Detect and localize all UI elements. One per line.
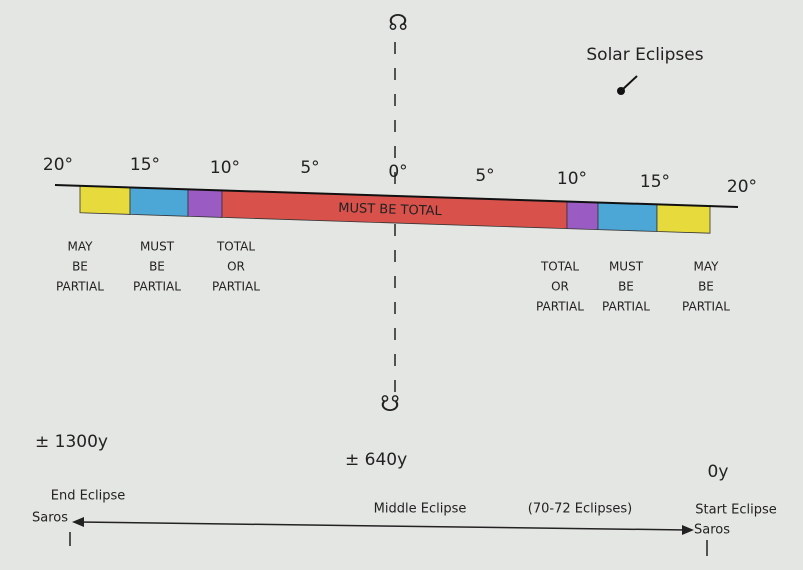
end-label: End Eclipse [51,489,125,504]
zone-label: OR [227,260,245,274]
title-pointer [621,75,638,91]
zone-label: PARTIAL [602,300,650,314]
zone-blue [129,186,189,217]
end-saros: Saros [32,511,68,526]
zone-label: BE [149,260,165,274]
start-label: Start Eclipse [695,503,777,518]
zone-label: MAY [68,240,94,254]
zone-label: MAY [694,260,720,274]
scale-label: 10° [210,158,240,178]
zone-labels: MAY BE PARTIAL MUST BE PARTIAL TOTAL OR PARTIAL T… [56,240,730,314]
zone-label: MUST [140,240,175,254]
scale-label: 15° [130,155,160,175]
zone-label: BE [698,280,714,294]
arrow-head [682,525,694,535]
scale-label: 5° [300,158,319,178]
zone-label: PARTIAL [56,280,104,294]
ascending-node: ☊ [388,11,408,36]
zone-purple [566,201,599,231]
zone-purple [187,188,223,218]
start-years: 0y [708,462,729,482]
zone-yellow [79,185,131,215]
scale-label: 20° [43,155,73,175]
end-years: ± 1300y [35,432,108,452]
zone-label: PARTIAL [212,280,260,294]
scale-label: 10° [557,169,587,189]
band [79,185,711,234]
zone-label: PARTIAL [536,300,584,314]
zone-label: BE [618,280,634,294]
middle-years: ± 640y [345,450,407,470]
title: Solar Eclipses [586,45,703,65]
arrow-head [72,517,84,527]
eclipse-count: (70-72 Eclipses) [528,502,632,517]
timeline-arrow [77,521,689,531]
zone-blue [597,202,658,232]
zone-yellow [656,204,711,234]
scale-label: 5° [475,166,494,186]
zone-label: TOTAL [540,260,579,274]
middle-label: Middle Eclipse [374,502,467,517]
zone-label: PARTIAL [682,300,730,314]
scale-label: 20° [727,177,757,197]
scale-label: 0° [388,162,407,182]
title-pointer-dot [617,87,625,95]
zone-label: MUST [609,260,644,274]
zone-label: TOTAL [216,240,255,254]
zone-label: OR [551,280,569,294]
zone-label: PARTIAL [133,280,181,294]
zone-label: BE [72,260,88,274]
scale-label: 15° [640,172,670,192]
band-label: MUST BE TOTAL [338,201,443,219]
start-saros: Saros [694,523,730,538]
ecliptic-line [54,184,739,208]
descending-node: ☋ [380,392,400,417]
